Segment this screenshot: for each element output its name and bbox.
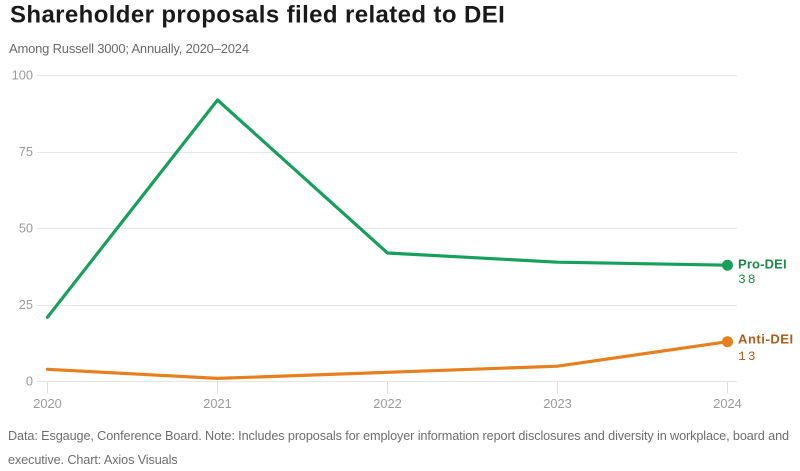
svg-text:Anti-DEI: Anti-DEI (738, 332, 794, 347)
svg-text:2022: 2022 (373, 396, 401, 411)
svg-text:2021: 2021 (203, 396, 231, 411)
svg-text:2020: 2020 (33, 396, 61, 411)
svg-text:13: 13 (738, 349, 758, 364)
svg-text:25: 25 (19, 297, 33, 312)
svg-text:2023: 2023 (543, 396, 571, 411)
svg-text:Among Russell 3000; Annually,: Among Russell 3000; Annually, 2020–2024 (9, 41, 249, 56)
svg-text:Pro-DEI: Pro-DEI (738, 256, 787, 271)
svg-text:50: 50 (19, 221, 33, 236)
svg-text:75: 75 (19, 144, 33, 159)
svg-text:0: 0 (26, 374, 33, 389)
svg-text:Data: Esgauge, Conference Boar: Data: Esgauge, Conference Board. Note: I… (8, 429, 789, 443)
svg-text:2024: 2024 (713, 396, 741, 411)
svg-text:38: 38 (738, 272, 758, 287)
svg-text:executive. Chart: Axios Visual: executive. Chart: Axios Visuals (8, 453, 178, 467)
svg-text:100: 100 (12, 68, 33, 83)
svg-text:Shareholder proposals filed re: Shareholder proposals filed related to D… (10, 2, 505, 29)
